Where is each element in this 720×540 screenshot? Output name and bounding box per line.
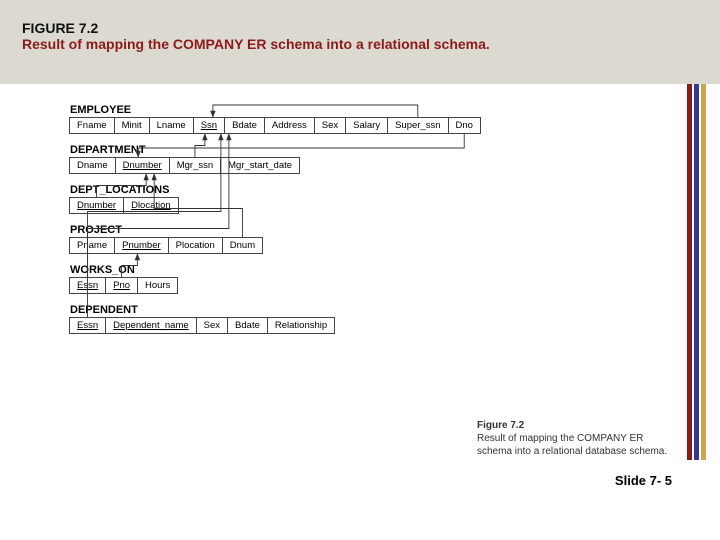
attr-cell: Minit bbox=[114, 117, 150, 134]
attr-cell: Bdate bbox=[224, 117, 265, 134]
attr-cell: Plocation bbox=[168, 237, 223, 254]
relation-row-dependent: EssnDependent_nameSexBdateRelationship bbox=[70, 317, 630, 334]
attr-cell: Essn bbox=[69, 317, 106, 334]
relation-name-employee: EMPLOYEE bbox=[70, 104, 630, 116]
relation-name-department: DEPARTMENT bbox=[70, 144, 630, 156]
attr-cell: Pname bbox=[69, 237, 115, 254]
slide-footer: Slide 7- 5 bbox=[0, 460, 720, 500]
relation-row-project: PnamePnumberPlocationDnum bbox=[70, 237, 630, 254]
attr-cell: Hours bbox=[137, 277, 178, 294]
relation-name-works_on: WORKS_ON bbox=[70, 264, 630, 276]
slide-number: Slide 7- 5 bbox=[615, 473, 672, 488]
attr-cell: Mgr_ssn bbox=[169, 157, 221, 174]
attr-cell: Dname bbox=[69, 157, 116, 174]
attr-cell: Dnumber bbox=[115, 157, 170, 174]
attr-cell: Address bbox=[264, 117, 315, 134]
attr-cell: Sex bbox=[314, 117, 346, 134]
attr-cell: Bdate bbox=[227, 317, 268, 334]
attr-cell: Dno bbox=[448, 117, 481, 134]
header-band: FIGURE 7.2 Result of mapping the COMPANY… bbox=[0, 0, 720, 84]
stripe-2 bbox=[694, 84, 699, 500]
figure-title: Result of mapping the COMPANY ER schema … bbox=[22, 36, 698, 52]
attr-cell: Lname bbox=[149, 117, 194, 134]
attr-cell: Pnumber bbox=[114, 237, 169, 254]
attr-cell: Essn bbox=[69, 277, 106, 294]
stripe-1 bbox=[687, 84, 692, 500]
relation-name-dept_locations: DEPT_LOCATIONS bbox=[70, 184, 630, 196]
attr-cell: Ssn bbox=[193, 117, 225, 134]
attr-cell: Dnumber bbox=[69, 197, 124, 214]
content-area: EMPLOYEEFnameMinitLnameSsnBdateAddressSe… bbox=[0, 84, 720, 500]
relation-name-dependent: DEPENDENT bbox=[70, 304, 630, 316]
side-stripes bbox=[687, 84, 706, 500]
attr-cell: Salary bbox=[345, 117, 388, 134]
relation-row-dept_locations: DnumberDlocation bbox=[70, 197, 630, 214]
relation-row-employee: FnameMinitLnameSsnBdateAddressSexSalaryS… bbox=[70, 117, 630, 134]
figure-caption: Figure 7.2 Result of mapping the COMPANY… bbox=[477, 419, 672, 458]
stripe-3 bbox=[701, 84, 706, 500]
attr-cell: Fname bbox=[69, 117, 115, 134]
attr-cell: Pno bbox=[105, 277, 138, 294]
attr-cell: Dlocation bbox=[123, 197, 179, 214]
caption-label: Figure 7.2 bbox=[477, 419, 672, 432]
caption-text: Result of mapping the COMPANY ER schema … bbox=[477, 433, 667, 457]
attr-cell: Dnum bbox=[222, 237, 263, 254]
attr-cell: Mgr_start_date bbox=[220, 157, 300, 174]
attr-cell: Super_ssn bbox=[387, 117, 448, 134]
attr-cell: Sex bbox=[196, 317, 228, 334]
relation-name-project: PROJECT bbox=[70, 224, 630, 236]
relation-row-works_on: EssnPnoHours bbox=[70, 277, 630, 294]
figure-label: FIGURE 7.2 bbox=[22, 20, 698, 36]
attr-cell: Relationship bbox=[267, 317, 335, 334]
attr-cell: Dependent_name bbox=[105, 317, 197, 334]
relation-row-department: DnameDnumberMgr_ssnMgr_start_date bbox=[70, 157, 630, 174]
